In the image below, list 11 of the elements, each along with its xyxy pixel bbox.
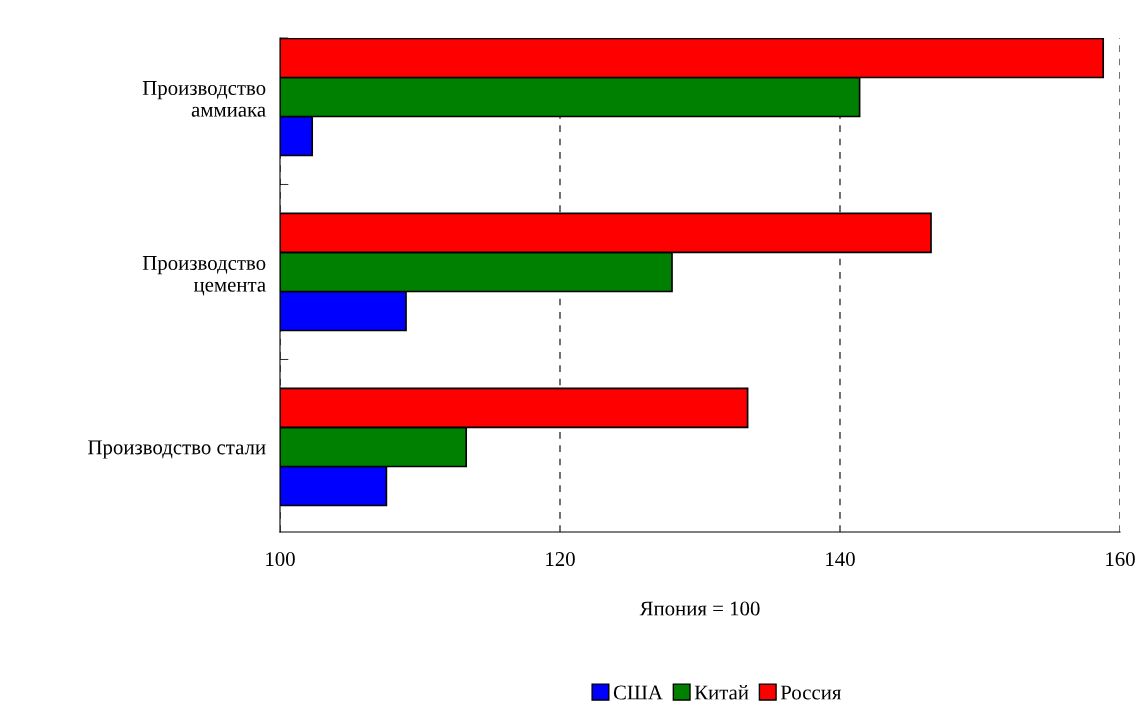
x-tick-label: 140: [826, 552, 855, 567]
x-tick-label: 120: [546, 552, 575, 567]
y-tick-label: Производство стали: [88, 440, 266, 459]
legend-label: Россия: [780, 685, 842, 700]
y-tick-label: Производство цемента: [142, 256, 266, 296]
x-tick-label: 100: [266, 552, 295, 567]
legend-label: Китай: [694, 685, 749, 700]
y-tick-label: Производство аммиака: [142, 81, 266, 117]
x-tick-label: 160: [1106, 552, 1135, 567]
legend-label: США: [613, 685, 663, 700]
x-axis-title: Япония = 100: [639, 601, 760, 616]
